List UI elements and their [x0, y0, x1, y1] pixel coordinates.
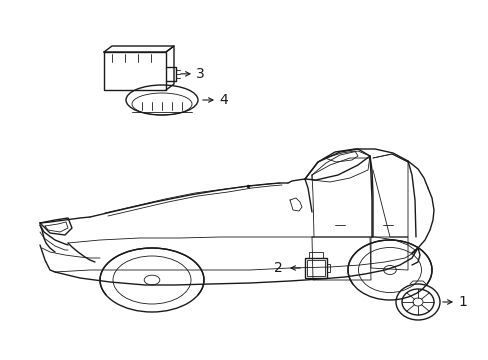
- Text: 2: 2: [274, 261, 283, 275]
- Text: 3: 3: [196, 67, 204, 81]
- Text: 4: 4: [219, 93, 227, 107]
- Bar: [306, 260, 325, 276]
- Bar: [305, 258, 326, 278]
- Text: 1: 1: [457, 295, 466, 309]
